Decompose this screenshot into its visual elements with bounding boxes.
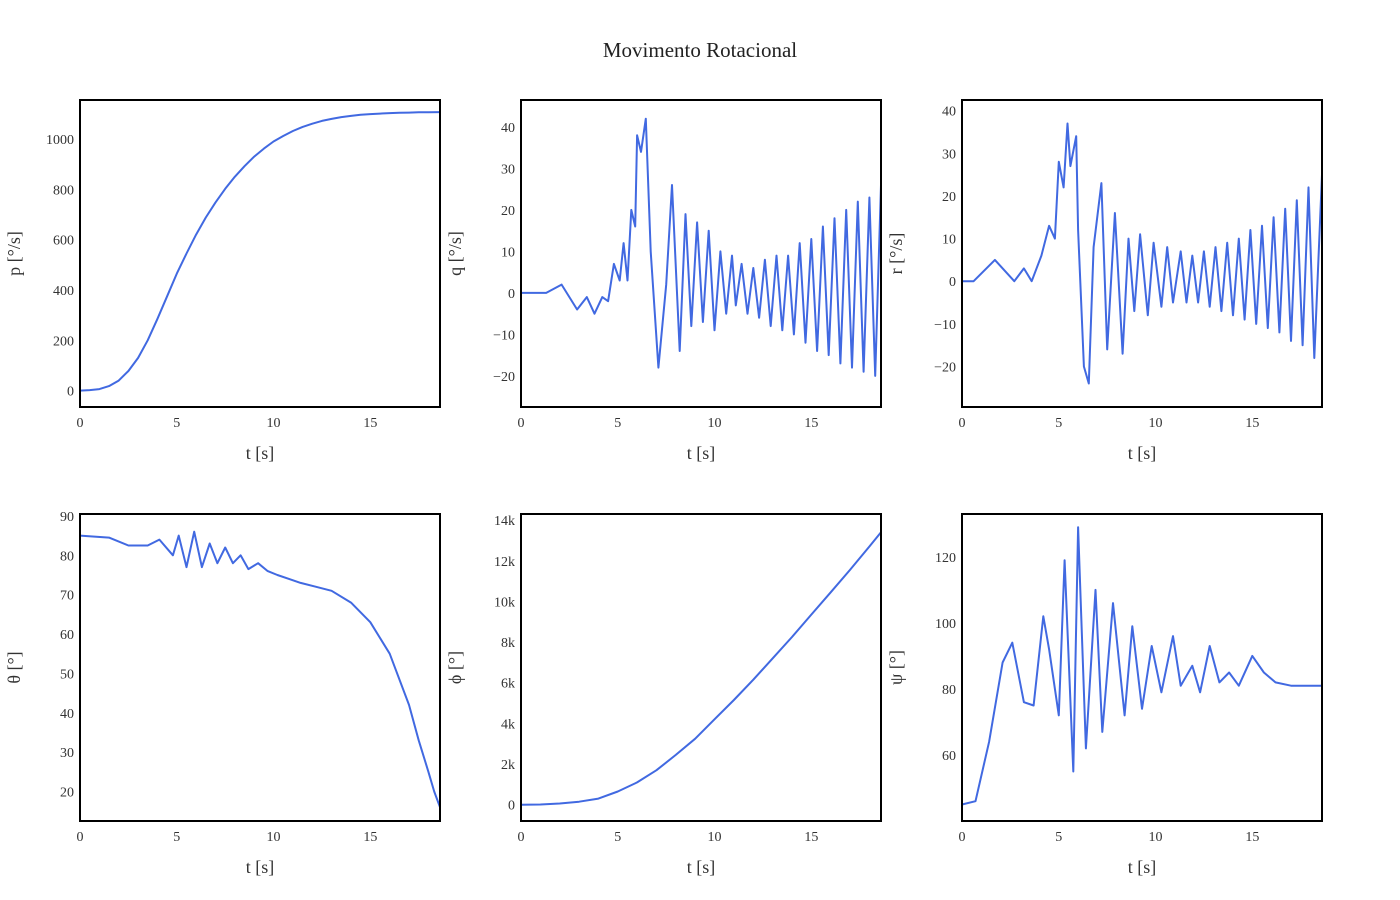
y-axis-label: r [°/s]: [886, 233, 906, 275]
x-tick-label: 15: [1245, 416, 1259, 431]
y-tick-label: 50: [60, 667, 74, 682]
y-tick-label: 120: [935, 551, 956, 566]
y-tick-label: 8k: [501, 636, 515, 651]
x-tick-label: 10: [1149, 830, 1163, 845]
figure-title: Movimento Rotacional: [602, 38, 798, 62]
y-tick-label: 10k: [494, 595, 515, 610]
x-tick-label: 5: [614, 830, 621, 845]
x-axis-label: t [s]: [246, 443, 275, 463]
series-line: [962, 122, 1323, 385]
subplot-2: 0 5 10 15 −20 −10 0 10 20 30 40 t [s] q [°/s]: [445, 99, 882, 463]
x-tick-label: 5: [1055, 830, 1062, 845]
x-tick-label: 15: [804, 416, 818, 431]
plot-frame: [79, 513, 441, 822]
y-tick-label: 10: [942, 233, 956, 248]
y-tick-label: 800: [53, 183, 74, 198]
y-tick-label: 80: [942, 683, 956, 698]
y-tick-label: 0: [508, 287, 515, 302]
series-line: [79, 111, 441, 392]
x-tick-label: 0: [77, 416, 84, 431]
series-line: [520, 531, 882, 806]
x-tick-label: 15: [804, 830, 818, 845]
y-tick-label: 40: [942, 105, 956, 120]
y-tick-label: −20: [934, 360, 956, 375]
x-tick-label: 15: [363, 416, 377, 431]
subplot-6: 0 5 10 15 60 80 100 120 t [s] ψ [°]: [886, 513, 1323, 877]
plot-frame: [520, 513, 882, 822]
y-tick-label: 6k: [501, 677, 515, 692]
series-line: [79, 530, 441, 808]
y-tick-label: 20: [60, 785, 74, 800]
y-tick-label: −10: [934, 318, 956, 333]
x-tick-label: 0: [959, 830, 966, 845]
x-tick-label: 10: [267, 416, 281, 431]
x-tick-label: 5: [614, 416, 621, 431]
y-tick-label: 70: [60, 589, 74, 604]
x-tick-label: 15: [363, 830, 377, 845]
plot-frame: [520, 99, 882, 408]
x-axis-label: t [s]: [687, 857, 716, 877]
x-tick-label: 0: [518, 416, 525, 431]
y-tick-label: 90: [60, 510, 74, 525]
plot-frame: [961, 513, 1323, 822]
y-tick-label: 12k: [494, 555, 515, 570]
subplot-3: 0 5 10 15 −20 −10 0 10 20 30 40 t [s] r [°/s]: [886, 99, 1323, 463]
y-tick-label: 30: [501, 162, 515, 177]
x-axis-label: t [s]: [1128, 443, 1157, 463]
y-axis-label: θ [°]: [4, 651, 24, 683]
y-tick-label: 0: [508, 799, 515, 814]
series-line: [521, 117, 882, 377]
y-axis-label: q [°/s]: [445, 231, 465, 276]
y-tick-label: −20: [493, 370, 515, 385]
y-tick-label: 400: [53, 284, 74, 299]
y-tick-label: 0: [67, 385, 74, 400]
y-tick-label: 10: [501, 245, 515, 260]
y-tick-label: −10: [493, 328, 515, 343]
y-tick-label: 20: [501, 204, 515, 219]
x-tick-label: 10: [708, 830, 722, 845]
subplot-5: 0 5 10 15 0 2k 4k 6k 8k 10k 12k 14k t [s] ϕ [°]: [445, 513, 882, 877]
y-tick-label: 2k: [501, 758, 515, 773]
x-tick-label: 15: [1245, 830, 1259, 845]
y-axis-label: ψ [°]: [886, 650, 906, 685]
x-tick-label: 0: [77, 830, 84, 845]
plot-frame: [79, 99, 441, 408]
x-tick-label: 5: [173, 416, 180, 431]
x-tick-label: 5: [1055, 416, 1062, 431]
x-axis-label: t [s]: [246, 857, 275, 877]
plot-frame: [961, 99, 1323, 408]
x-axis-label: t [s]: [687, 443, 716, 463]
y-axis-label: p [°/s]: [4, 231, 24, 276]
y-tick-label: 30: [60, 746, 74, 761]
y-tick-label: 30: [942, 147, 956, 162]
y-tick-label: 200: [53, 334, 74, 349]
y-tick-label: 4k: [501, 717, 515, 732]
y-tick-label: 14k: [494, 514, 515, 529]
series-line: [961, 526, 1322, 806]
x-tick-label: 0: [518, 830, 525, 845]
y-tick-label: 20: [942, 190, 956, 205]
y-tick-label: 40: [60, 707, 74, 722]
y-axis-label: ϕ [°]: [445, 651, 465, 684]
y-tick-label: 1000: [46, 133, 74, 148]
y-tick-label: 100: [935, 617, 956, 632]
x-tick-label: 10: [267, 830, 281, 845]
subplot-1: 0 5 10 15 0 200 400 600 800 1000 t [s] p [°/s]: [4, 99, 441, 463]
x-tick-label: 0: [959, 416, 966, 431]
subplot-4: 0 5 10 15 20 30 40 50 60 70 80 90 t [s] θ [°]: [4, 510, 441, 877]
x-axis-label: t [s]: [1128, 857, 1157, 877]
x-tick-label: 10: [708, 416, 722, 431]
y-tick-label: 40: [501, 121, 515, 136]
x-tick-label: 5: [173, 830, 180, 845]
y-tick-label: 80: [60, 549, 74, 564]
y-tick-label: 60: [60, 628, 74, 643]
x-tick-label: 10: [1149, 416, 1163, 431]
y-tick-label: 60: [942, 749, 956, 764]
y-tick-label: 600: [53, 234, 74, 249]
y-tick-label: 0: [949, 275, 956, 290]
